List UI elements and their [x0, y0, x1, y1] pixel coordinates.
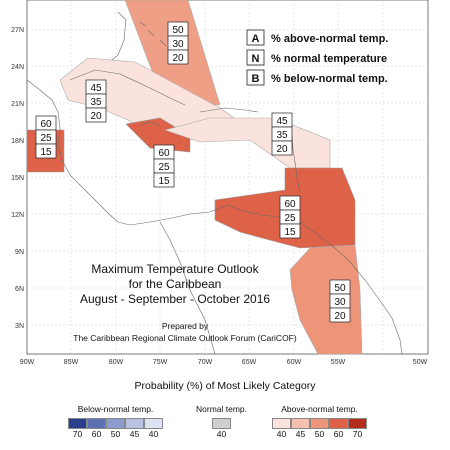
- zone-jamaica: [125, 117, 191, 153]
- svg-text:15: 15: [284, 227, 296, 238]
- legend-value: 50: [314, 429, 325, 439]
- legend-normal-label: Normal temp.: [196, 404, 248, 414]
- lon-label: 75W: [153, 359, 168, 366]
- key-letter: A: [252, 33, 260, 45]
- svg-text:20: 20: [276, 144, 288, 155]
- legend-swatch: [310, 418, 329, 429]
- lat-label: 6N: [15, 286, 24, 293]
- legend-value: 50: [110, 429, 121, 439]
- lon-label: 85W: [64, 359, 79, 366]
- svg-text:45: 45: [276, 116, 288, 127]
- prob-box-belize: 60 25 15: [35, 115, 57, 159]
- credit-line-2: The Caribbean Regional Climate Outlook F…: [73, 333, 297, 343]
- legend-swatch: [272, 418, 291, 429]
- legend-below-swatches: [68, 418, 163, 429]
- lat-label: 15N: [11, 175, 24, 182]
- legend-swatch: [212, 418, 231, 429]
- lat-label: 24N: [11, 64, 24, 71]
- svg-text:15: 15: [40, 147, 52, 158]
- legend-value: 70: [352, 429, 363, 439]
- svg-text:35: 35: [276, 130, 288, 141]
- svg-text:25: 25: [158, 162, 170, 173]
- outlook-map: 27N 24N 21N 18N 15N 12N 9N 6N 3N 90W 85W…: [11, 0, 429, 366]
- key-text: % below-normal temp.: [271, 73, 388, 85]
- lat-label: 9N: [15, 249, 24, 256]
- legend-swatch: [125, 418, 144, 429]
- svg-text:50: 50: [334, 283, 346, 294]
- svg-text:60: 60: [40, 119, 52, 130]
- lon-label: 60W: [287, 359, 302, 366]
- map-title-line-2: for the Caribbean: [129, 277, 222, 291]
- key-text: % normal temperature: [271, 53, 387, 65]
- svg-text:20: 20: [172, 53, 184, 64]
- legend-above: Above-normal temp. 40 45 50 60 70: [272, 404, 367, 439]
- lat-labels: 27N 24N 21N 18N 15N 12N 9N 6N 3N: [11, 27, 24, 330]
- lon-label: 65W: [242, 359, 257, 366]
- legend-below-label: Below-normal temp.: [77, 404, 154, 414]
- prob-box-guianas: 50 30 20: [329, 279, 351, 323]
- lat-label: 12N: [11, 212, 24, 219]
- legend-value: 45: [129, 429, 140, 439]
- svg-text:20: 20: [334, 311, 346, 322]
- legend-above-label: Above-normal temp.: [281, 404, 358, 414]
- legend-value: 60: [333, 429, 344, 439]
- svg-text:60: 60: [284, 199, 296, 210]
- lat-label: 18N: [11, 138, 24, 145]
- prob-box-southern-caribbean: 60 25 15: [279, 195, 301, 239]
- lat-label: 3N: [15, 323, 24, 330]
- lon-label: 55W: [331, 359, 346, 366]
- map-title-line-3: August - September - October 2016: [80, 292, 270, 306]
- zone-guianas: [289, 244, 363, 355]
- prob-box-greater-antilles: 45 35 20: [85, 79, 107, 123]
- svg-text:45: 45: [90, 83, 102, 94]
- lon-labels: 90W 85W 80W 75W 70W 65W 60W 55W 50W: [20, 359, 428, 366]
- prob-box-bahamas: 50 30 20: [167, 21, 189, 65]
- legend-normal-swatches: [196, 418, 247, 429]
- svg-text:15: 15: [158, 176, 170, 187]
- map-title-line-1: Maximum Temperature Outlook: [91, 262, 259, 276]
- legend-swatch: [144, 418, 163, 429]
- legend-value: 40: [276, 429, 287, 439]
- svg-text:25: 25: [40, 133, 52, 144]
- legend-swatch: [68, 418, 87, 429]
- svg-text:30: 30: [334, 297, 346, 308]
- legend-swatch: [87, 418, 106, 429]
- key-letter: N: [252, 53, 260, 65]
- lon-label: 70W: [198, 359, 213, 366]
- legend-swatch: [348, 418, 367, 429]
- legend-above-values: 40 45 50 60 70: [272, 429, 367, 439]
- svg-text:50: 50: [172, 25, 184, 36]
- legend-normal: Normal temp. 40: [196, 404, 247, 439]
- coastlines: [26, 11, 403, 355]
- legend-value: 70: [72, 429, 83, 439]
- lon-label: 80W: [109, 359, 124, 366]
- legend-value: 40: [148, 429, 159, 439]
- svg-text:60: 60: [158, 148, 170, 159]
- lon-label: 50W: [413, 359, 428, 366]
- key-letter: B: [252, 73, 260, 85]
- legend-normal-values: 40: [196, 429, 247, 439]
- lat-label: 27N: [11, 27, 24, 34]
- svg-text:30: 30: [172, 39, 184, 50]
- legend-swatch: [329, 418, 348, 429]
- prob-box-jamaica: 60 25 15: [153, 144, 175, 188]
- legend-value: 60: [91, 429, 102, 439]
- legend-value: 40: [216, 429, 227, 439]
- lon-label: 90W: [20, 359, 35, 366]
- legend-swatch: [106, 418, 125, 429]
- legend-value: 45: [295, 429, 306, 439]
- legend-swatch: [291, 418, 310, 429]
- legend-below: Below-normal temp. 70 60 50 45 40: [68, 404, 163, 439]
- lat-label: 21N: [11, 101, 24, 108]
- legend-heading: Probability (%) of Most Likely Category: [134, 380, 316, 392]
- credit-line-1: Prepared by: [162, 321, 209, 331]
- svg-text:25: 25: [284, 213, 296, 224]
- legend-above-swatches: [272, 418, 367, 429]
- prob-box-lesser-antilles: 45 35 20: [271, 112, 293, 156]
- svg-text:35: 35: [90, 97, 102, 108]
- legend-below-values: 70 60 50 45 40: [68, 429, 163, 439]
- category-key: A % above-normal temp. N % normal temper…: [246, 29, 388, 86]
- key-text: % above-normal temp.: [271, 33, 388, 45]
- svg-text:20: 20: [90, 111, 102, 122]
